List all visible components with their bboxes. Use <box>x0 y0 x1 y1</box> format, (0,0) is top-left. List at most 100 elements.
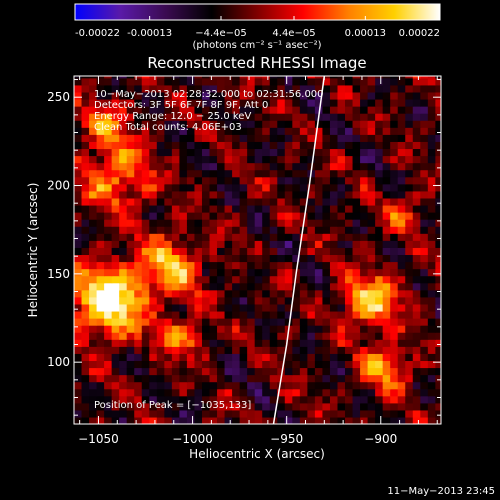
heatmap-cell <box>427 98 436 107</box>
heatmap-cell <box>367 76 376 79</box>
heatmap-cell <box>284 318 293 326</box>
heatmap-cell <box>186 289 196 298</box>
heatmap-cell <box>104 381 113 390</box>
heatmap-cell <box>367 84 376 93</box>
heatmap-cell <box>284 409 293 418</box>
heatmap-cell <box>420 84 429 93</box>
heatmap-cell <box>186 346 196 354</box>
heatmap-cell <box>262 247 271 256</box>
heatmap-cell <box>126 325 135 333</box>
heatmap-cell <box>352 409 361 418</box>
heatmap-cell <box>171 91 180 100</box>
heatmap-cell <box>314 282 324 291</box>
heatmap-cell <box>277 113 286 121</box>
heatmap-cell <box>299 282 308 291</box>
heatmap-cell <box>201 106 211 114</box>
heatmap-cell <box>179 233 188 241</box>
heatmap-cell <box>254 367 263 376</box>
heatmap-cell <box>119 113 128 121</box>
heatmap-cell <box>224 183 233 192</box>
heatmap-cell <box>232 367 241 376</box>
heatmap-cell <box>194 226 203 234</box>
heatmap-cell <box>412 268 421 277</box>
heatmap-cell <box>435 395 441 404</box>
heatmap-cell <box>337 169 346 178</box>
heatmap-cell <box>269 212 278 220</box>
heatmap-cell <box>269 289 278 298</box>
heatmap-cell <box>397 190 406 199</box>
heatmap-cell <box>412 310 421 319</box>
heatmap-cell <box>292 367 301 376</box>
heatmap-cell <box>111 402 120 411</box>
heatmap-cell <box>111 360 120 369</box>
heatmap-cell <box>224 275 233 284</box>
heatmap-cell <box>119 91 128 100</box>
heatmap-cell <box>269 226 278 234</box>
heatmap-cell <box>360 303 369 312</box>
heatmap-cell <box>254 233 263 241</box>
heatmap-cell <box>314 395 324 404</box>
heatmap-cell <box>119 77 128 86</box>
heatmap-cell <box>382 162 391 171</box>
heatmap-cell <box>186 409 196 418</box>
heatmap-cell <box>119 289 128 298</box>
heatmap-cell <box>217 190 226 199</box>
heatmap-cell <box>284 402 293 411</box>
heatmap-cell <box>375 219 384 227</box>
heatmap-cell <box>81 388 90 397</box>
heatmap-cell <box>352 374 361 383</box>
heatmap-cell <box>74 247 83 256</box>
heatmap-cell <box>217 155 226 164</box>
heatmap-cell <box>156 388 165 397</box>
heatmap-cell <box>254 325 263 333</box>
heatmap-cell <box>171 282 180 291</box>
heatmap-cell <box>104 113 113 121</box>
heatmap-cell <box>382 155 391 164</box>
heatmap-cell <box>367 134 376 142</box>
heatmap-cell <box>209 183 218 192</box>
heatmap-cell <box>405 98 414 107</box>
heatmap-cell <box>126 98 135 107</box>
heatmap-cell <box>156 219 165 227</box>
heatmap-cell <box>179 381 188 390</box>
heatmap-cell <box>171 226 180 234</box>
heatmap-cell <box>277 148 286 157</box>
heatmap-cell <box>269 162 278 171</box>
heatmap-cell <box>89 339 98 347</box>
heatmap-cell <box>337 254 346 263</box>
heatmap-cell <box>217 204 226 213</box>
heatmap-cell <box>269 204 278 213</box>
heatmap-cell <box>307 183 316 192</box>
heatmap-cell <box>314 141 324 150</box>
heatmap-cell <box>337 197 346 206</box>
heatmap-cell <box>262 416 271 424</box>
heatmap-cell <box>314 275 324 284</box>
heatmap-cell <box>149 148 158 157</box>
heatmap-cell <box>111 113 120 121</box>
heatmap-cell <box>254 141 263 150</box>
heatmap-cell <box>314 318 324 326</box>
heatmap-cell <box>314 310 324 319</box>
heatmap-cell <box>171 346 180 354</box>
heatmap-cell <box>247 416 256 424</box>
heatmap-cell <box>405 197 414 206</box>
heatmap-cell <box>119 261 128 270</box>
heatmap-cell <box>126 282 135 291</box>
heatmap-cell <box>345 219 354 227</box>
heatmap-cell <box>352 388 361 397</box>
heatmap-cell <box>164 141 173 150</box>
heatmap-cell <box>126 84 135 93</box>
heatmap-cell <box>420 226 429 234</box>
heatmap-cell <box>74 226 83 234</box>
heatmap-cell <box>375 127 384 135</box>
heatmap-cell <box>299 204 308 213</box>
heatmap-cell <box>352 226 361 234</box>
heatmap-cell <box>217 339 226 347</box>
heatmap-cell <box>247 190 256 199</box>
heatmap-cell <box>412 127 421 135</box>
heatmap-cell <box>186 190 196 199</box>
heatmap-cell <box>412 360 421 369</box>
colorbar-tick-label: 4.4e−05 <box>272 28 315 39</box>
heatmap-cell <box>412 325 421 333</box>
heatmap-cell <box>262 240 271 248</box>
